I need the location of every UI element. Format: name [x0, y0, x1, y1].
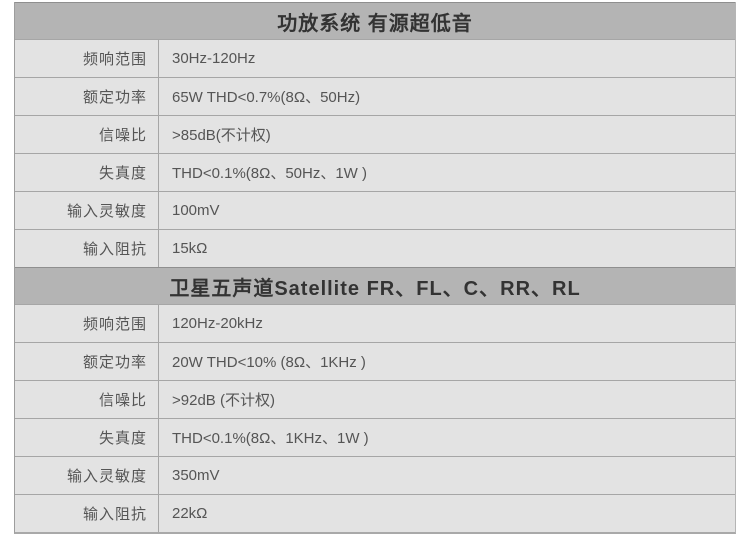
table-row: 失真度 THD<0.1%(8Ω、50Hz、1W )	[15, 153, 735, 191]
table-row: 失真度 THD<0.1%(8Ω、1KHz、1W )	[15, 418, 735, 456]
spec-label: 频响范围	[15, 40, 159, 77]
table-row: 输入灵敏度 100mV	[15, 191, 735, 229]
table-row: 额定功率 65W THD<0.7%(8Ω、50Hz)	[15, 77, 735, 115]
spec-label: 额定功率	[15, 78, 159, 115]
spec-label: 信噪比	[15, 381, 159, 418]
table-row: 频响范围 120Hz-20kHz	[15, 304, 735, 342]
spec-value: THD<0.1%(8Ω、1KHz、1W )	[172, 430, 369, 447]
spec-value: >92dB (不计权)	[172, 392, 275, 409]
table-row: 额定功率 20W THD<10% (8Ω、1KHz )	[15, 342, 735, 380]
table-row: 输入灵敏度 350mV	[15, 456, 735, 494]
spec-label: 失真度	[15, 419, 159, 456]
spec-value: >85dB(不计权)	[172, 127, 271, 144]
spec-value: 20W THD<10% (8Ω、1KHz )	[172, 354, 366, 371]
table-row: 输入阻抗 15kΩ	[15, 229, 735, 267]
table-row: 信噪比 >85dB(不计权)	[15, 115, 735, 153]
spec-value: 350mV	[172, 467, 220, 484]
spec-label: 输入灵敏度	[15, 457, 159, 494]
spec-value: 15kΩ	[172, 240, 208, 257]
spec-value: 65W THD<0.7%(8Ω、50Hz)	[172, 89, 361, 106]
spec-label: 频响范围	[15, 305, 159, 342]
spec-table: 功放系统 有源超低音 频响范围 30Hz-120Hz 额定功率 65W THD<…	[14, 2, 736, 534]
table-row: 频响范围 30Hz-120Hz	[15, 39, 735, 77]
spec-label: 失真度	[15, 154, 159, 191]
table-row: 信噪比 >92dB (不计权)	[15, 380, 735, 418]
spec-section-satellite: 卫星五声道Satellite FR、FL、C、RR、RL 频响范围 120Hz-…	[15, 267, 735, 532]
spec-label: 输入灵敏度	[15, 192, 159, 229]
table-row: 输入阻抗 22kΩ	[15, 494, 735, 532]
spec-label: 额定功率	[15, 343, 159, 380]
spec-label: 输入阻抗	[15, 230, 159, 267]
section-header-satellite: 卫星五声道Satellite FR、FL、C、RR、RL	[15, 267, 735, 304]
spec-value: 120Hz-20kHz	[172, 315, 263, 332]
spec-section-amplifier: 功放系统 有源超低音 频响范围 30Hz-120Hz 额定功率 65W THD<…	[15, 2, 735, 267]
spec-label: 输入阻抗	[15, 495, 159, 532]
spec-value: 100mV	[172, 202, 220, 219]
section-header-amplifier: 功放系统 有源超低音	[15, 2, 735, 39]
spec-label: 信噪比	[15, 116, 159, 153]
spec-value: 22kΩ	[172, 505, 208, 522]
spec-value: 30Hz-120Hz	[172, 50, 256, 67]
spec-value: THD<0.1%(8Ω、50Hz、1W )	[172, 165, 368, 182]
